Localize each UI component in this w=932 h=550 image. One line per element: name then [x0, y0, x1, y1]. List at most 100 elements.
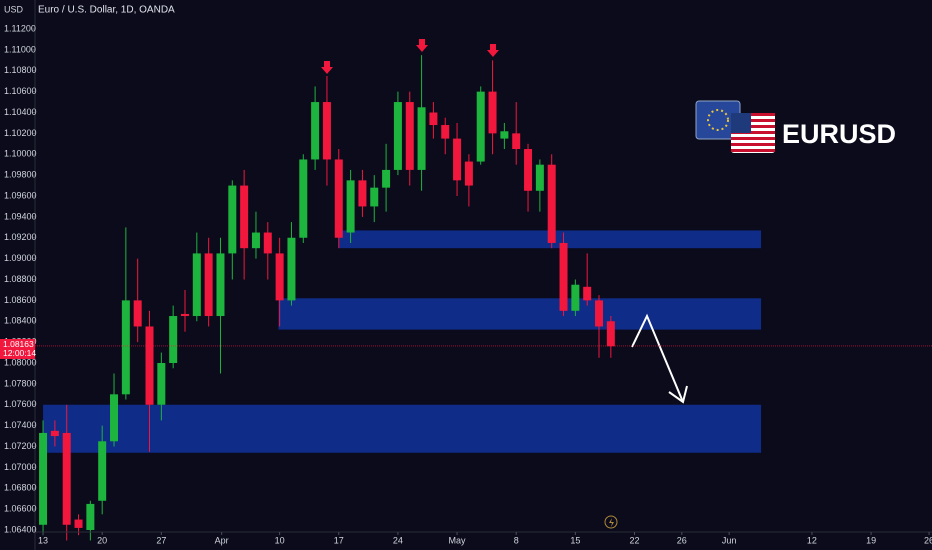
candle-body — [370, 187, 379, 207]
candle-body — [429, 112, 438, 126]
candle-body — [145, 326, 154, 405]
candle-body — [358, 180, 367, 207]
candle-body — [287, 237, 296, 301]
candle-body — [334, 159, 343, 238]
y-tick-label: 1.10400 — [4, 107, 37, 117]
candle-body — [98, 441, 107, 501]
us-canton — [731, 113, 751, 133]
x-tick-label: 8 — [514, 535, 519, 545]
logo-text: EURUSD — [782, 119, 896, 149]
candle-body — [86, 503, 95, 530]
candle-body — [228, 185, 237, 254]
candle-body — [50, 430, 59, 437]
candle-body — [571, 284, 580, 311]
us-stripes — [731, 113, 775, 152]
candle-body — [311, 102, 320, 160]
y-tick-label: 1.07800 — [4, 378, 37, 388]
candle-body — [192, 253, 201, 317]
x-tick-label: 10 — [275, 535, 285, 545]
x-tick-label: 12 — [807, 535, 817, 545]
x-tick-label: Jun — [722, 535, 737, 545]
arrow-head — [668, 385, 688, 404]
y-tick-label: 1.07200 — [4, 441, 37, 451]
x-tick-label: 27 — [156, 535, 166, 545]
last-price-label: 1.08163 — [3, 339, 34, 349]
candle-body — [299, 159, 308, 238]
candle-body — [39, 432, 48, 525]
y-tick-label: 1.07400 — [4, 420, 37, 430]
candle-body — [110, 394, 119, 442]
y-tick-label: 1.11000 — [4, 44, 36, 54]
down-arrow — [416, 39, 428, 52]
y-tick-label: 1.08000 — [4, 357, 37, 367]
y-tick-label: 1.08400 — [4, 316, 37, 326]
candle-body — [547, 164, 556, 243]
x-tick-label: 26 — [677, 535, 687, 545]
x-tick-label: May — [449, 535, 467, 545]
candle-body — [216, 253, 225, 317]
candle-body — [121, 300, 130, 395]
y-tick-label: 1.08600 — [4, 295, 37, 305]
y-unit: USD — [4, 4, 24, 14]
x-tick-label: Apr — [215, 535, 229, 545]
y-tick-label: 1.10000 — [4, 149, 37, 159]
candle-body — [275, 253, 284, 301]
candle-body — [251, 232, 260, 249]
x-tick-label: 13 — [38, 535, 48, 545]
candle-body — [595, 300, 604, 327]
down-arrow — [487, 44, 499, 57]
candle-body — [263, 232, 272, 254]
zone — [278, 298, 762, 330]
x-tick-label: 19 — [866, 535, 876, 545]
chart-title: Euro / U.S. Dollar, 1D, OANDA — [38, 5, 175, 16]
x-tick-label: 20 — [97, 535, 107, 545]
y-tick-label: 1.09600 — [4, 190, 37, 200]
candle-body — [405, 102, 414, 170]
candle-body — [512, 133, 521, 150]
event-icon-bolt — [609, 518, 614, 527]
x-tick-label: 15 — [570, 535, 580, 545]
candle-body — [535, 164, 544, 191]
x-tick-label: 17 — [334, 535, 344, 545]
peak-markers — [321, 39, 499, 74]
y-tick-label: 1.06800 — [4, 483, 37, 493]
y-tick-label: 1.09200 — [4, 232, 37, 242]
zone — [43, 404, 762, 453]
candle-body — [62, 432, 71, 525]
candle-body — [74, 519, 83, 528]
arrow-path — [631, 313, 684, 403]
candle-body — [346, 180, 355, 233]
countdown-label: 12:00:14 — [3, 348, 36, 358]
down-arrow — [321, 61, 333, 74]
projection-arrow — [631, 313, 688, 404]
candle-body — [583, 286, 592, 301]
y-tick-label: 1.09800 — [4, 170, 37, 180]
last-price-tag — [0, 338, 35, 359]
zones — [43, 230, 762, 453]
candle-body — [322, 102, 331, 160]
candle-body — [559, 242, 568, 311]
y-tick-label: 1.07000 — [4, 462, 37, 472]
candle-body — [606, 321, 615, 347]
candle-body — [382, 169, 391, 188]
candle-body — [204, 253, 213, 317]
y-tick-label: 1.08800 — [4, 274, 37, 284]
candle-body — [488, 91, 497, 134]
candle-body — [476, 91, 485, 162]
eu-stars — [707, 109, 729, 131]
candle-body — [180, 313, 189, 317]
candle-body — [524, 149, 533, 191]
candle-body — [500, 131, 509, 139]
candle-body — [133, 300, 142, 327]
candle-body — [169, 316, 178, 363]
candle-body — [393, 102, 402, 170]
x-tick-label: 22 — [629, 535, 639, 545]
y-tick-label: 1.06400 — [4, 524, 37, 534]
y-tick-label: 1.06600 — [4, 504, 37, 514]
y-tick-label: 1.09000 — [4, 253, 37, 263]
y-tick-label: 1.10600 — [4, 86, 37, 96]
event-icon — [604, 515, 618, 529]
